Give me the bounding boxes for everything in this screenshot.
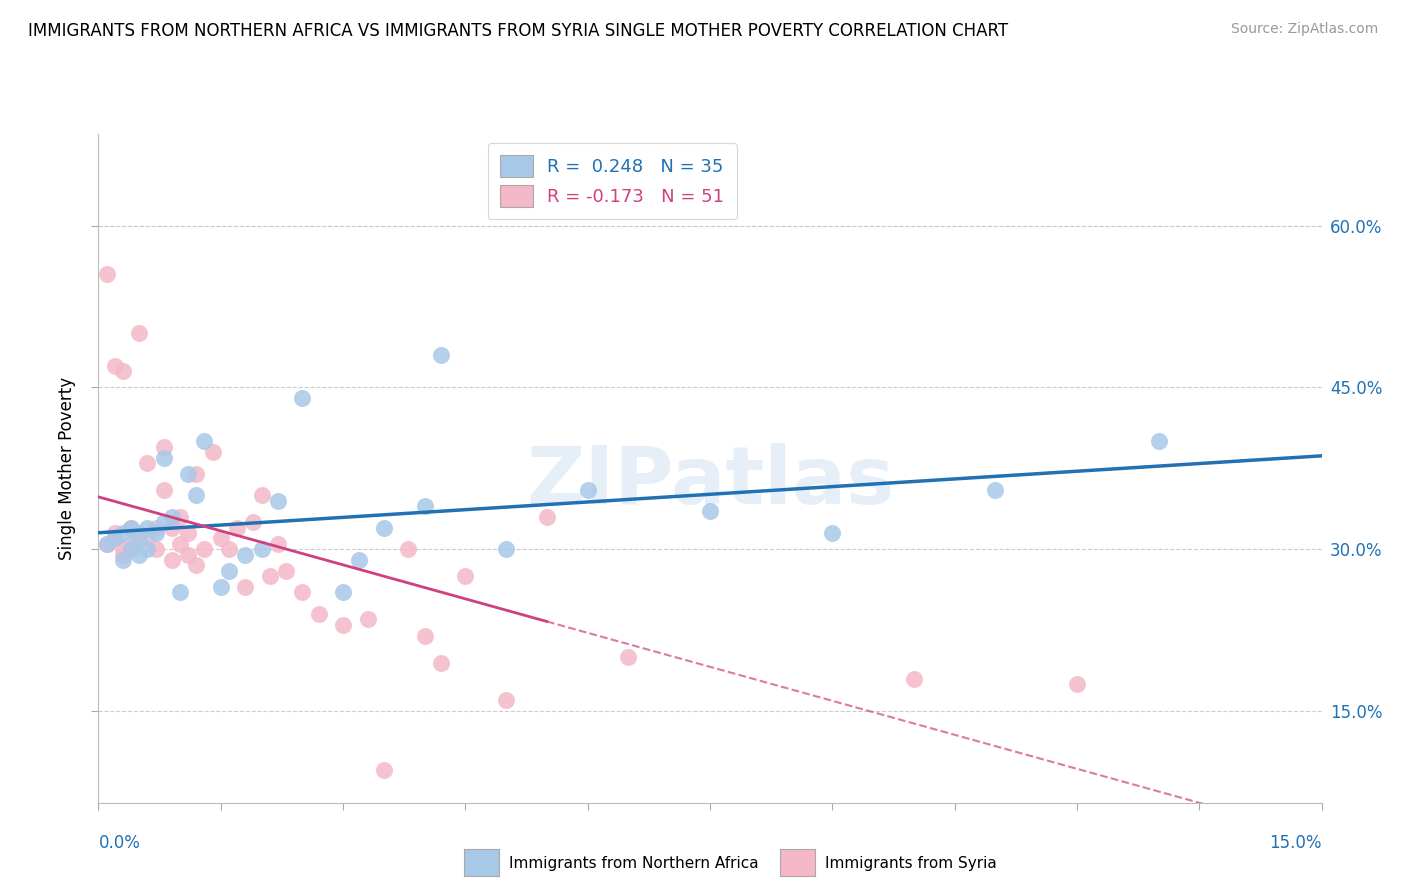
Point	[209, 532, 232, 546]
Point	[186, 488, 208, 502]
Point	[291, 585, 314, 599]
Point	[242, 515, 264, 529]
Text: Source: ZipAtlas.com: Source: ZipAtlas.com	[1230, 22, 1378, 37]
Point	[193, 542, 215, 557]
Point	[136, 532, 159, 546]
Point	[576, 483, 599, 497]
Point	[128, 532, 150, 546]
Point	[160, 553, 183, 567]
Point	[226, 521, 249, 535]
Point	[111, 526, 134, 541]
Y-axis label: Single Mother Poverty: Single Mother Poverty	[58, 376, 76, 560]
Point	[349, 553, 371, 567]
Point	[617, 650, 640, 665]
Point	[984, 483, 1007, 497]
Point	[209, 580, 232, 594]
Point	[332, 585, 354, 599]
Point	[120, 521, 142, 535]
Point	[430, 348, 453, 362]
Point	[250, 488, 273, 502]
Point	[136, 456, 159, 470]
Point	[250, 542, 273, 557]
Text: Immigrants from Syria: Immigrants from Syria	[825, 856, 997, 871]
Text: 15.0%: 15.0%	[1270, 834, 1322, 852]
Point	[96, 537, 118, 551]
Point	[373, 764, 395, 778]
Point	[152, 450, 174, 465]
Point	[536, 509, 558, 524]
Text: 0.0%: 0.0%	[98, 834, 141, 852]
Point	[111, 548, 134, 562]
Point	[218, 564, 240, 578]
Point	[160, 509, 183, 524]
Point	[186, 467, 208, 481]
Point	[104, 532, 127, 546]
Point	[145, 542, 167, 557]
Point	[111, 364, 134, 378]
Point	[356, 612, 378, 626]
Point	[160, 521, 183, 535]
Point	[267, 493, 290, 508]
Point	[169, 537, 191, 551]
Text: Immigrants from Northern Africa: Immigrants from Northern Africa	[509, 856, 759, 871]
Point	[120, 537, 142, 551]
Point	[136, 521, 159, 535]
Point	[145, 521, 167, 535]
Point	[120, 542, 142, 557]
Point	[145, 526, 167, 541]
Point	[274, 564, 297, 578]
Point	[233, 580, 256, 594]
Point	[267, 537, 290, 551]
Point	[152, 515, 174, 529]
Point	[104, 532, 127, 546]
Point	[104, 526, 127, 541]
Point	[1066, 677, 1088, 691]
Point	[186, 558, 208, 573]
Point	[128, 526, 150, 541]
Point	[1147, 434, 1170, 449]
Point	[218, 542, 240, 557]
Text: IMMIGRANTS FROM NORTHERN AFRICA VS IMMIGRANTS FROM SYRIA SINGLE MOTHER POVERTY C: IMMIGRANTS FROM NORTHERN AFRICA VS IMMIG…	[28, 22, 1008, 40]
Point	[120, 521, 142, 535]
Point	[699, 504, 721, 518]
Point	[96, 537, 118, 551]
Point	[128, 548, 150, 562]
Point	[373, 521, 395, 535]
Point	[413, 629, 436, 643]
Point	[111, 542, 134, 557]
Text: ZIPatlas: ZIPatlas	[526, 442, 894, 521]
Point	[96, 267, 118, 281]
Point	[903, 672, 925, 686]
Point	[111, 553, 134, 567]
Point	[413, 499, 436, 513]
Point	[495, 542, 517, 557]
Point	[430, 656, 453, 670]
Point	[233, 548, 256, 562]
Point	[177, 526, 200, 541]
Point	[169, 585, 191, 599]
Point	[454, 569, 477, 583]
Point	[396, 542, 419, 557]
Point	[332, 617, 354, 632]
Point	[152, 440, 174, 454]
Point	[152, 483, 174, 497]
Point	[193, 434, 215, 449]
Point	[495, 693, 517, 707]
Point	[177, 467, 200, 481]
Point	[291, 391, 314, 405]
Point	[136, 542, 159, 557]
Legend: R =  0.248   N = 35, R = -0.173   N = 51: R = 0.248 N = 35, R = -0.173 N = 51	[488, 143, 737, 219]
Point	[308, 607, 330, 621]
Point	[821, 526, 844, 541]
Point	[259, 569, 281, 583]
Point	[169, 509, 191, 524]
Point	[201, 445, 224, 459]
Point	[177, 548, 200, 562]
Point	[104, 359, 127, 373]
Point	[128, 326, 150, 341]
